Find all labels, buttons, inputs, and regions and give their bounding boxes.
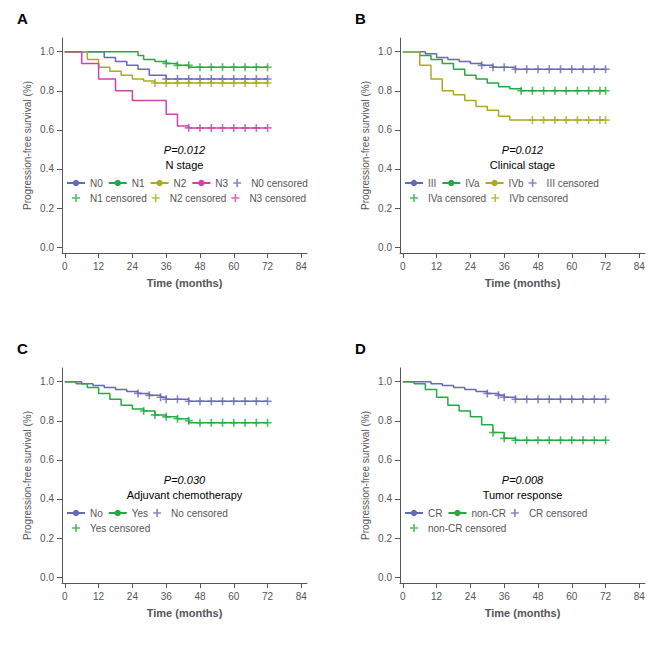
svg-text:36: 36 xyxy=(161,261,173,272)
svg-text:0.0: 0.0 xyxy=(40,242,54,253)
svg-text:48: 48 xyxy=(532,261,544,272)
svg-text:N stage: N stage xyxy=(166,159,204,171)
svg-text:24: 24 xyxy=(127,261,139,272)
svg-text:N2: N2 xyxy=(174,178,187,189)
svg-text:Progression-free survival (%): Progression-free survival (%) xyxy=(360,81,371,210)
svg-text:72: 72 xyxy=(262,261,274,272)
svg-text:P=0.008: P=0.008 xyxy=(502,474,544,486)
svg-text:N0: N0 xyxy=(90,178,103,189)
svg-text:N3: N3 xyxy=(215,178,228,189)
svg-text:III: III xyxy=(428,178,436,189)
svg-text:84: 84 xyxy=(634,591,646,602)
svg-text:24: 24 xyxy=(465,591,477,602)
svg-text:No: No xyxy=(90,508,103,519)
svg-text:C: C xyxy=(17,340,28,357)
svg-text:1.0: 1.0 xyxy=(40,46,54,57)
svg-text:60: 60 xyxy=(566,591,578,602)
svg-text:0.6: 0.6 xyxy=(378,124,392,135)
svg-text:B: B xyxy=(355,10,366,27)
svg-text:0.8: 0.8 xyxy=(40,415,54,426)
svg-text:III censored: III censored xyxy=(547,178,599,189)
svg-text:36: 36 xyxy=(499,261,511,272)
svg-text:P=0.030: P=0.030 xyxy=(164,474,206,486)
svg-text:24: 24 xyxy=(127,591,139,602)
svg-text:12: 12 xyxy=(93,261,105,272)
svg-text:72: 72 xyxy=(600,591,612,602)
svg-text:72: 72 xyxy=(600,261,612,272)
svg-text:48: 48 xyxy=(194,591,206,602)
svg-text:Progression-free survival (%): Progression-free survival (%) xyxy=(22,411,33,540)
svg-text:0.4: 0.4 xyxy=(378,493,392,504)
svg-text:Clinical stage: Clinical stage xyxy=(490,159,555,171)
svg-text:0.2: 0.2 xyxy=(40,533,54,544)
svg-text:0.2: 0.2 xyxy=(378,533,392,544)
svg-text:0.0: 0.0 xyxy=(378,572,392,583)
svg-text:N2 censored: N2 censored xyxy=(170,193,227,204)
svg-text:P=0.012: P=0.012 xyxy=(164,144,205,156)
svg-text:Adjuvant chemotherapy: Adjuvant chemotherapy xyxy=(127,489,243,501)
svg-text:24: 24 xyxy=(465,261,477,272)
svg-text:IVa censored: IVa censored xyxy=(428,193,486,204)
svg-text:1.0: 1.0 xyxy=(378,46,392,57)
svg-text:12: 12 xyxy=(431,261,443,272)
svg-text:0: 0 xyxy=(400,261,406,272)
svg-text:No censored: No censored xyxy=(171,508,228,519)
svg-text:60: 60 xyxy=(228,591,240,602)
svg-text:non-CR: non-CR xyxy=(471,508,505,519)
svg-text:N1 censored: N1 censored xyxy=(90,193,147,204)
svg-text:N1: N1 xyxy=(132,178,145,189)
svg-text:Time (months): Time (months) xyxy=(147,277,223,289)
svg-text:0.8: 0.8 xyxy=(40,85,54,96)
svg-text:Tumor response: Tumor response xyxy=(483,489,563,501)
svg-text:N3 censored: N3 censored xyxy=(249,193,306,204)
svg-text:0.8: 0.8 xyxy=(378,85,392,96)
svg-text:Yes censored: Yes censored xyxy=(90,523,150,534)
svg-text:A: A xyxy=(17,10,28,27)
svg-text:36: 36 xyxy=(499,591,511,602)
svg-text:Time (months): Time (months) xyxy=(485,277,561,289)
svg-text:36: 36 xyxy=(161,591,173,602)
svg-text:P=0.012: P=0.012 xyxy=(502,144,543,156)
svg-text:non-CR censored: non-CR censored xyxy=(428,523,506,534)
svg-text:CR: CR xyxy=(428,508,442,519)
svg-text:N0 censored: N0 censored xyxy=(251,178,308,189)
svg-text:Yes: Yes xyxy=(132,508,148,519)
svg-text:84: 84 xyxy=(634,261,646,272)
svg-text:0.4: 0.4 xyxy=(40,493,54,504)
svg-text:0.6: 0.6 xyxy=(40,454,54,465)
svg-text:IVb: IVb xyxy=(509,178,524,189)
svg-text:0: 0 xyxy=(400,591,406,602)
svg-text:0: 0 xyxy=(62,591,68,602)
svg-text:0.6: 0.6 xyxy=(378,454,392,465)
svg-text:CR censored: CR censored xyxy=(529,508,587,519)
svg-text:48: 48 xyxy=(194,261,206,272)
svg-text:60: 60 xyxy=(228,261,240,272)
svg-text:Time (months): Time (months) xyxy=(485,607,561,619)
svg-text:0.4: 0.4 xyxy=(378,163,392,174)
svg-text:Progression-free survival (%): Progression-free survival (%) xyxy=(22,81,33,210)
svg-text:0.8: 0.8 xyxy=(378,415,392,426)
svg-text:12: 12 xyxy=(93,591,105,602)
svg-text:IVb censored: IVb censored xyxy=(509,193,568,204)
svg-text:0.0: 0.0 xyxy=(378,242,392,253)
svg-text:Time (months): Time (months) xyxy=(147,607,223,619)
svg-text:D: D xyxy=(355,340,366,357)
svg-text:0.4: 0.4 xyxy=(40,163,54,174)
svg-text:84: 84 xyxy=(296,591,308,602)
svg-text:0.0: 0.0 xyxy=(40,572,54,583)
svg-text:48: 48 xyxy=(532,591,544,602)
svg-text:1.0: 1.0 xyxy=(40,376,54,387)
svg-text:60: 60 xyxy=(566,261,578,272)
svg-text:0.2: 0.2 xyxy=(40,203,54,214)
svg-text:72: 72 xyxy=(262,591,274,602)
svg-text:1.0: 1.0 xyxy=(378,376,392,387)
svg-text:Progression-free survival (%): Progression-free survival (%) xyxy=(360,411,371,540)
svg-text:84: 84 xyxy=(296,261,308,272)
svg-text:12: 12 xyxy=(431,591,443,602)
svg-text:IVa: IVa xyxy=(465,178,480,189)
svg-text:0: 0 xyxy=(62,261,68,272)
svg-text:0.6: 0.6 xyxy=(40,124,54,135)
svg-text:0.2: 0.2 xyxy=(378,203,392,214)
